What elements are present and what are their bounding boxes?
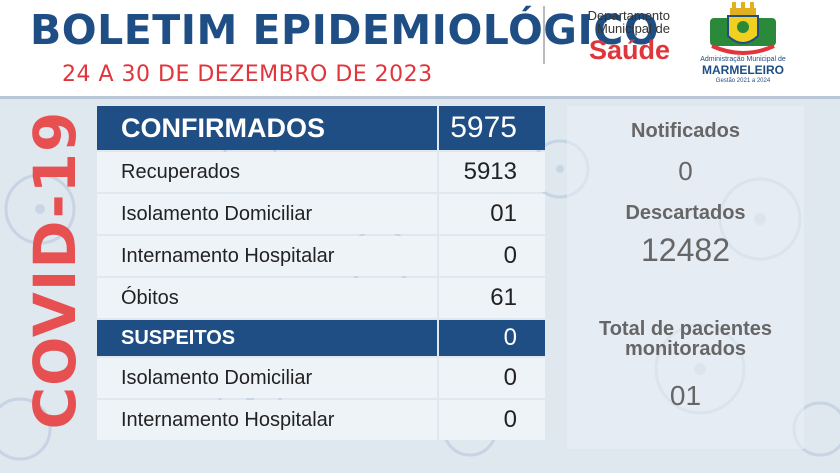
date-range: 24 A 30 DE DEZEMBRO DE 2023 xyxy=(62,62,433,87)
dept-line-1: Departamento xyxy=(587,8,670,23)
monitorados-value: 01 xyxy=(669,380,702,411)
row-label: Internamento Hospitalar xyxy=(97,400,437,440)
municipality-logo: Administração Municipal de MARMELEIRO Ge… xyxy=(684,0,802,92)
page-title: BOLETIM EPIDEMIOLÓGICO xyxy=(30,6,660,54)
row-value: 61 xyxy=(439,278,545,318)
row-label: Isolamento Domiciliar xyxy=(97,358,437,398)
header-divider xyxy=(543,6,545,64)
table-row: Isolamento Domiciliar 0 xyxy=(97,358,545,398)
row-value: 01 xyxy=(439,194,545,234)
confirmed-value: 5975 xyxy=(439,106,545,150)
descartados-label: Descartados xyxy=(625,202,746,224)
monitorados-label-2: monitorados xyxy=(624,338,747,360)
suspects-value: 0 xyxy=(439,320,545,356)
table-row: Internamento Hospitalar 0 xyxy=(97,400,545,440)
row-value: 5913 xyxy=(439,152,545,192)
table-row: Isolamento Domiciliar 01 xyxy=(97,194,545,234)
row-value: 0 xyxy=(439,358,545,398)
row-label: Recuperados xyxy=(97,152,437,192)
crest-icon xyxy=(710,2,776,55)
row-value: 0 xyxy=(439,400,545,440)
logo-line-3: Gestão 2021 a 2024 xyxy=(715,78,771,84)
dept-saude: Saúde xyxy=(588,35,670,65)
confirmed-label: CONFIRMADOS xyxy=(97,106,437,150)
notificados-value: 0 xyxy=(678,156,693,186)
row-value: 0 xyxy=(439,236,545,276)
header-bar: BOLETIM EPIDEMIOLÓGICO 24 A 30 DE DEZEMB… xyxy=(0,0,840,96)
dept-logo-text: Departamento Municipal de Saúde xyxy=(560,9,670,65)
stats-panel xyxy=(567,106,804,449)
suspects-label: SUSPEITOS xyxy=(97,320,437,356)
row-label: Isolamento Domiciliar xyxy=(97,194,437,234)
row-label: Internamento Hospitalar xyxy=(97,236,437,276)
suspects-header-row: SUSPEITOS 0 xyxy=(97,320,545,356)
dept-line-2: Municipal de xyxy=(597,21,670,36)
table-row: Internamento Hospitalar 0 xyxy=(97,236,545,276)
notificados-label: Notificados xyxy=(631,120,740,142)
confirmed-header-row: CONFIRMADOS 5975 xyxy=(97,106,545,150)
descartados-value: 12482 xyxy=(641,232,730,268)
covid-side-label: COVID-19 xyxy=(21,110,89,430)
logo-line-2: MARMELEIRO xyxy=(702,63,784,77)
row-label: Óbitos xyxy=(97,278,437,318)
table-row: Recuperados 5913 xyxy=(97,152,545,192)
table-row: Óbitos 61 xyxy=(97,278,545,318)
header-underline xyxy=(0,96,840,99)
logo-line-1: Administração Municipal de xyxy=(700,56,786,63)
monitorados-label-1: Total de pacientes xyxy=(598,318,772,340)
